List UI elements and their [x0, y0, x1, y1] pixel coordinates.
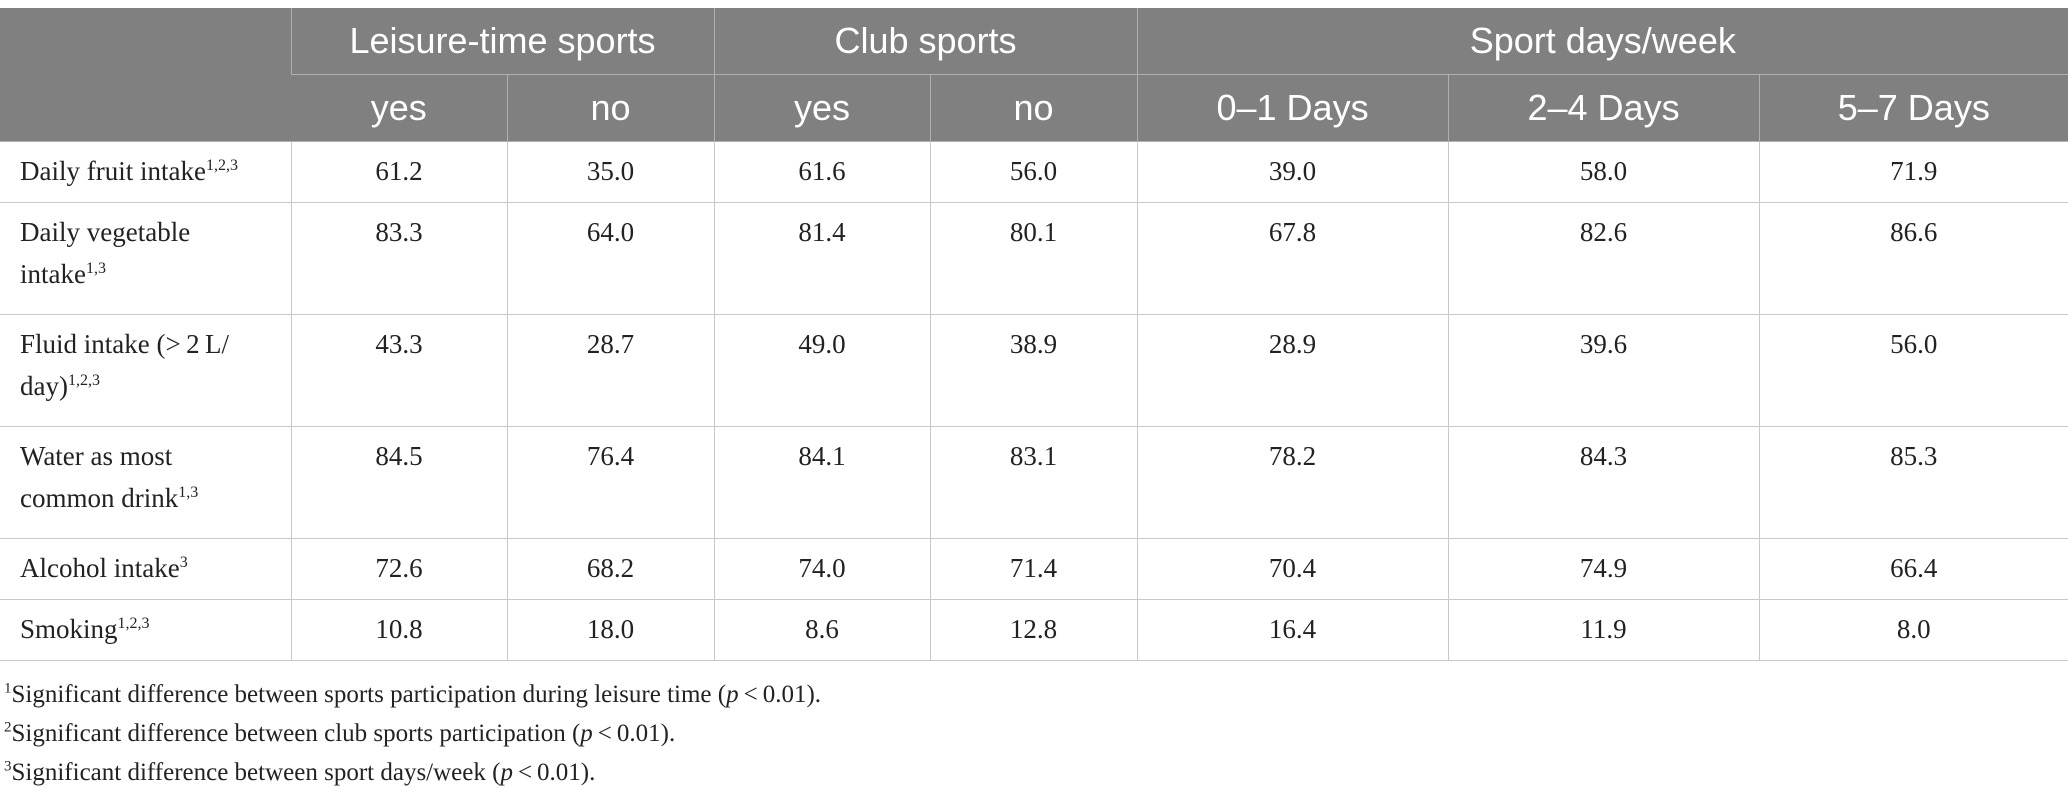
- row-label-text: Daily fruit intake: [20, 156, 206, 186]
- table-cell: 82.6: [1447, 202, 1760, 315]
- table-cell: 61.6: [713, 141, 931, 203]
- group-header-sport-days: Sport days/week: [1136, 8, 2068, 75]
- footnote: 1Significant difference between sports p…: [4, 675, 821, 714]
- p-symbol: p: [726, 681, 739, 708]
- row-label-text: Water as most common drink: [20, 441, 179, 513]
- table-cell: 83.1: [929, 426, 1138, 539]
- footnote: 2Significant difference between club spo…: [4, 714, 821, 753]
- footnote-marker: 1,2,3: [205, 157, 238, 174]
- footnote-marker: 1,2,3: [117, 615, 150, 632]
- row-label: Smoking1,2,3: [0, 599, 292, 661]
- footnote-mark: 3: [4, 758, 12, 775]
- footnote-text: Significant difference between sports pa…: [11, 681, 727, 708]
- table-cell: 84.5: [290, 426, 508, 539]
- group-header-leisure: Leisure-time sports: [290, 8, 715, 75]
- table-cell: 61.2: [290, 141, 508, 203]
- table-cell: 84.3: [1447, 426, 1760, 539]
- table-row: Water as most common drink1,3 84.5 76.4 …: [0, 426, 2068, 539]
- p-symbol: p: [580, 720, 593, 747]
- table-row: Daily fruit intake1,2,3 61.2 35.0 61.6 5…: [0, 141, 2068, 203]
- table-cell: 39.0: [1136, 141, 1449, 203]
- table-row: Fluid intake (> 2 L/ day)1,2,3 43.3 28.7…: [0, 314, 2068, 427]
- sub-header-leisure-no: no: [506, 74, 715, 142]
- table-container: Leisure-time sports Club sports Sport da…: [0, 8, 2068, 661]
- table-cell: 78.2: [1136, 426, 1449, 539]
- table-cell: 66.4: [1758, 538, 2068, 600]
- table-cell: 76.4: [506, 426, 715, 539]
- row-label-text: Daily vegetable intake: [20, 217, 191, 289]
- footnotes: 1Significant difference between sports p…: [4, 675, 821, 792]
- table-cell: 38.9: [929, 314, 1138, 427]
- table-cell: 86.6: [1758, 202, 2068, 315]
- table-cell: 11.9: [1447, 599, 1760, 661]
- table-cell: 18.0: [506, 599, 715, 661]
- table-cell: 68.2: [506, 538, 715, 600]
- group-header-row: Leisure-time sports Club sports Sport da…: [0, 8, 2068, 142]
- footnote-marker: 1,3: [178, 484, 199, 501]
- table-cell: 83.3: [290, 202, 508, 315]
- footnote-text: Significant difference between sport day…: [11, 759, 501, 786]
- sub-header-row: yes no yes no 0–1 Days 2–4 Days 5–7 Days: [0, 74, 2068, 142]
- row-label: Daily fruit intake1,2,3: [0, 141, 292, 203]
- table-row: Smoking1,2,3 10.8 18.0 8.6 12.8 16.4 11.…: [0, 599, 2068, 661]
- footnote-mark: 2: [4, 719, 12, 736]
- sub-header-club-yes: yes: [713, 74, 931, 142]
- sub-header-leisure-yes: yes: [291, 74, 507, 142]
- table-cell: 58.0: [1447, 141, 1760, 203]
- table-cell: 74.9: [1447, 538, 1760, 600]
- table-cell: 8.0: [1758, 599, 2068, 661]
- table-cell: 64.0: [506, 202, 715, 315]
- data-table: Leisure-time sports Club sports Sport da…: [0, 8, 2068, 661]
- table-cell: 28.9: [1136, 314, 1449, 427]
- table-cell: 39.6: [1447, 314, 1760, 427]
- row-label-text: Smoking: [20, 614, 118, 644]
- table-cell: 10.8: [290, 599, 508, 661]
- row-label: Alcohol intake3: [0, 538, 292, 600]
- table-cell: 35.0: [506, 141, 715, 203]
- table-cell: 84.1: [713, 426, 931, 539]
- row-label: Water as most common drink1,3: [0, 426, 292, 539]
- table-cell: 28.7: [506, 314, 715, 427]
- row-label-text: Alcohol intake: [20, 553, 180, 583]
- table-cell: 71.9: [1758, 141, 2068, 203]
- table-cell: 56.0: [929, 141, 1138, 203]
- sub-header-2-4-days: 2–4 Days: [1447, 74, 1760, 142]
- table-cell: 71.4: [929, 538, 1138, 600]
- table-cell: 70.4: [1136, 538, 1449, 600]
- table-cell: 80.1: [929, 202, 1138, 315]
- footnote: 3Significant difference between sport da…: [4, 753, 821, 792]
- table-cell: 81.4: [713, 202, 931, 315]
- table-row: Daily vegetable intake1,3 83.3 64.0 81.4…: [0, 202, 2068, 315]
- table-cell: 16.4: [1136, 599, 1449, 661]
- table-cell: 56.0: [1758, 314, 2068, 427]
- row-label: Fluid intake (> 2 L/ day)1,2,3: [0, 314, 292, 427]
- table-cell: 43.3: [290, 314, 508, 427]
- table-cell: 85.3: [1758, 426, 2068, 539]
- footnote-tail: < 0.01).: [512, 759, 596, 786]
- sub-header-0-1-days: 0–1 Days: [1136, 74, 1449, 142]
- table-cell: 67.8: [1136, 202, 1449, 315]
- footnote-text: Significant difference between club spor…: [11, 720, 581, 747]
- table-cell: 8.6: [713, 599, 931, 661]
- footnote-marker: 3: [179, 554, 188, 571]
- footnote-marker: 1,2,3: [67, 372, 100, 389]
- footnote-mark: 1: [4, 680, 12, 697]
- p-symbol: p: [500, 759, 513, 786]
- footnote-marker: 1,3: [85, 260, 106, 277]
- sub-header-club-no: no: [929, 74, 1138, 142]
- table-row: Alcohol intake3 72.6 68.2 74.0 71.4 70.4…: [0, 538, 2068, 600]
- footnote-tail: < 0.01).: [592, 720, 676, 747]
- footnote-tail: < 0.01).: [738, 681, 822, 708]
- corner-header: [0, 8, 291, 142]
- table-cell: 74.0: [713, 538, 931, 600]
- group-header-club: Club sports: [713, 8, 1138, 75]
- row-label-text: Fluid intake (> 2 L/ day): [20, 329, 230, 401]
- table-cell: 72.6: [290, 538, 508, 600]
- table-cell: 12.8: [929, 599, 1138, 661]
- table-cell: 49.0: [713, 314, 931, 427]
- sub-header-5-7-days: 5–7 Days: [1758, 74, 2068, 142]
- row-label: Daily vegetable intake1,3: [0, 202, 292, 315]
